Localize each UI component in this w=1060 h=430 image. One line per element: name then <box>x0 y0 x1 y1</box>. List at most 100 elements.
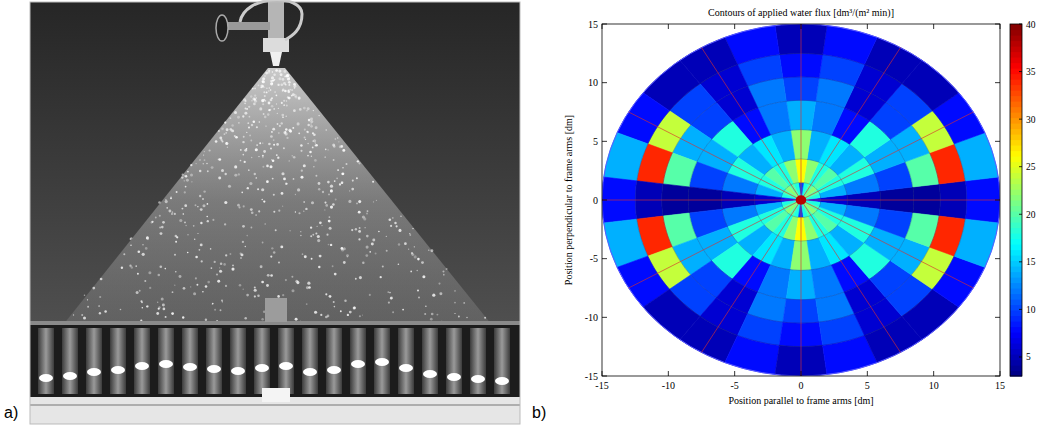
spray-droplet <box>211 267 213 269</box>
spray-droplet <box>159 226 161 228</box>
spray-droplet <box>318 182 321 185</box>
spray-droplet <box>281 114 284 117</box>
spray-droplet <box>243 205 245 207</box>
spray-droplet <box>215 140 218 143</box>
spray-droplet <box>165 199 166 200</box>
cell <box>819 202 847 215</box>
spray-droplet <box>328 244 330 246</box>
spray-droplet <box>221 169 224 172</box>
spray-droplet <box>272 160 275 163</box>
spray-droplet <box>185 175 187 177</box>
spray-droplet <box>390 297 392 299</box>
spray-droplet <box>277 295 280 298</box>
spray-droplet <box>356 202 358 204</box>
colorbar-slice <box>1010 184 1022 190</box>
y-tick-label: 15 <box>588 19 598 30</box>
spray-droplet <box>187 234 188 235</box>
collector-tube <box>470 328 486 394</box>
spray-droplet <box>160 232 163 235</box>
water-level <box>279 362 293 370</box>
spray-droplet <box>221 127 224 130</box>
colorbar-slice <box>1010 107 1022 113</box>
water-level <box>159 360 173 368</box>
spray-droplet <box>454 313 455 314</box>
spray-droplet <box>270 82 273 85</box>
spray-droplet <box>184 221 186 223</box>
colorbar-slice <box>1010 354 1022 360</box>
spray-droplet <box>289 230 290 231</box>
grid-spoke <box>801 24 802 200</box>
colorbar-slice <box>1010 228 1022 234</box>
spray-droplet <box>341 181 344 184</box>
colorbar-slice <box>1010 338 1022 344</box>
spray-droplet <box>268 143 271 146</box>
spray-droplet <box>139 290 141 292</box>
spray-droplet <box>204 151 205 152</box>
spray-droplet <box>138 250 141 253</box>
spray-droplet <box>292 127 294 129</box>
spray-droplet <box>311 201 314 204</box>
spray-droplet <box>163 308 166 311</box>
colorbar-slice <box>1010 277 1022 283</box>
spray-droplet <box>342 149 345 152</box>
valve-wheel <box>216 15 228 41</box>
spray-droplet <box>340 310 342 312</box>
spray-droplet <box>158 274 161 277</box>
spray-droplet <box>262 199 263 200</box>
spray-droplet <box>375 253 377 255</box>
water-level <box>135 362 149 370</box>
spray-droplet <box>262 157 263 158</box>
spray-droplet <box>270 89 272 91</box>
grid-spoke <box>801 200 973 288</box>
spray-droplet <box>184 204 187 207</box>
colorbar-slice <box>1010 365 1022 371</box>
spray-droplet <box>248 169 250 171</box>
spray-droplet <box>398 263 400 265</box>
y-tick <box>602 200 607 201</box>
x-tick <box>602 24 603 29</box>
y-tick <box>602 82 607 83</box>
spray-droplet <box>304 255 307 258</box>
spray-droplet <box>337 137 339 139</box>
spray-droplet <box>358 211 361 214</box>
spray-droplet <box>208 149 210 151</box>
center-cell <box>796 195 807 204</box>
spray-droplet <box>246 148 248 150</box>
panel-label: b) <box>532 404 546 421</box>
spray-droplet <box>121 267 123 269</box>
spray-droplet <box>324 209 325 210</box>
colorbar-tick-label: 25 <box>1026 162 1036 172</box>
spray-droplet <box>270 148 272 150</box>
spray-droplet <box>104 310 107 313</box>
spray-droplet <box>333 159 335 161</box>
spray-droplet <box>225 173 227 175</box>
spray-droplet <box>257 188 259 190</box>
spray-droplet <box>278 70 281 73</box>
spray-droplet <box>332 203 335 206</box>
spray-droplet <box>414 246 415 247</box>
spray-droplet <box>212 303 213 304</box>
spray-droplet <box>363 217 366 220</box>
spray-droplet <box>282 116 284 118</box>
collector-tube <box>182 328 198 394</box>
spray-droplet <box>261 281 264 284</box>
spray-droplet <box>358 230 361 233</box>
spray-droplet <box>317 239 320 242</box>
y-tick <box>602 141 607 142</box>
spray-droplet <box>250 95 252 97</box>
spray-droplet <box>301 176 304 179</box>
spray-droplet <box>242 115 244 117</box>
colorbar-slice <box>1010 321 1022 327</box>
spray-droplet <box>263 91 265 93</box>
spray-droplet <box>271 247 273 249</box>
spray-droplet <box>332 144 335 147</box>
spray-droplet <box>100 278 103 281</box>
spray-droplet <box>282 78 285 81</box>
spray-droplet <box>98 305 100 307</box>
spray-droplet <box>278 262 280 264</box>
spray-droplet <box>87 306 89 308</box>
spray-droplet <box>210 248 212 250</box>
water-level <box>423 370 437 378</box>
spray-droplet <box>194 238 195 239</box>
colorbar-slice <box>1010 24 1022 30</box>
